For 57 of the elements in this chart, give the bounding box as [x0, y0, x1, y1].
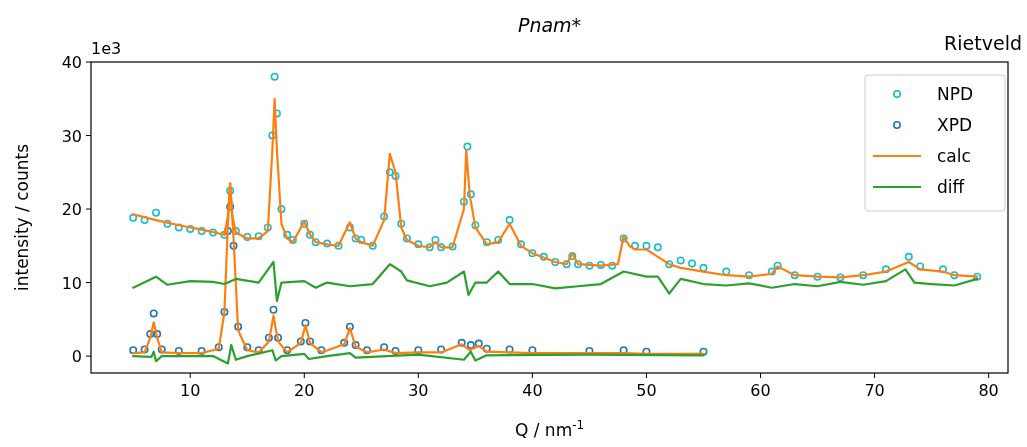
point [466, 341, 475, 350]
point [391, 346, 400, 355]
point [340, 338, 349, 347]
point [317, 346, 326, 355]
point [243, 343, 252, 352]
point [174, 346, 183, 355]
legend-label: calc [937, 146, 971, 166]
y-tick-label: 40 [61, 53, 82, 72]
point [380, 343, 389, 352]
point [305, 337, 314, 346]
point [351, 341, 360, 350]
point [129, 346, 138, 355]
point [149, 309, 158, 318]
point [214, 343, 223, 352]
point [153, 330, 162, 339]
point [234, 322, 243, 331]
y-tick-label: 30 [61, 126, 82, 146]
chart-title: Pnam* [517, 14, 582, 36]
x-tick-label: 20 [294, 381, 315, 400]
point [474, 339, 483, 348]
point [229, 241, 238, 250]
point [220, 307, 229, 316]
point [437, 345, 446, 354]
point [505, 345, 514, 354]
point [274, 333, 283, 342]
y-tick-label: 0 [71, 347, 82, 367]
x-tick-label: 60 [750, 381, 771, 400]
point [146, 330, 155, 339]
x-tick-label: 80 [978, 381, 999, 400]
y-tick-label: 20 [61, 200, 82, 220]
point [363, 346, 372, 355]
text: Rietveld [944, 32, 1022, 54]
point [226, 202, 235, 211]
legend-label: NPD [937, 84, 974, 104]
point [140, 345, 149, 354]
x-tick-label: 50 [636, 381, 657, 400]
point [482, 344, 491, 353]
point [699, 347, 708, 356]
x-tick-label: 40 [522, 381, 543, 400]
point [197, 346, 206, 355]
legend-label: XPD [937, 115, 972, 135]
legend-label: diff [937, 177, 966, 197]
point [457, 338, 466, 347]
x-axis-title: Q / nm$^{-1}$ [514, 418, 585, 440]
point [269, 305, 278, 314]
point [345, 322, 354, 331]
x-tick-label: 30 [408, 381, 429, 400]
point [296, 337, 305, 346]
point [301, 319, 310, 328]
x-tick-label: 70 [864, 381, 885, 400]
point [283, 346, 292, 355]
point [264, 333, 273, 342]
text: 1e3 [91, 39, 122, 58]
x-tick-label: 10 [180, 381, 201, 400]
y-axis-title: intensity / counts [12, 143, 32, 292]
point [157, 345, 166, 354]
y-tick-label: 10 [61, 273, 82, 293]
